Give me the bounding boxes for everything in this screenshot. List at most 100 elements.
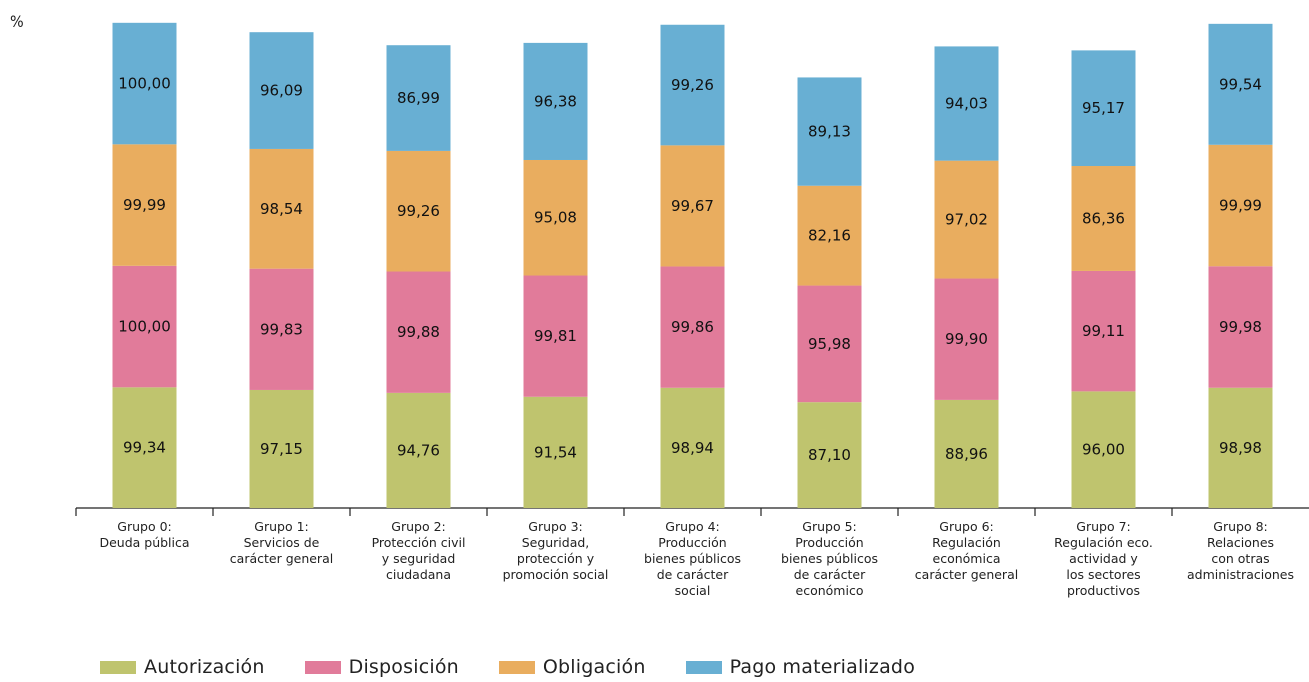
data-label-disposicion-grupo-8: 99,98 — [1219, 318, 1262, 336]
data-label-pago-materializado-grupo-1: 96,09 — [260, 82, 303, 100]
x-tick-label-line: Seguridad, — [522, 535, 590, 550]
bar-segment-pago-materializado-grupo-0 — [112, 22, 177, 145]
x-tick-label-line: de carácter — [657, 567, 729, 582]
x-tick-label-line: y seguridad — [382, 551, 456, 566]
bar-segment-obligacion-grupo-6 — [934, 160, 999, 279]
legend-swatch-autorizacion — [100, 660, 136, 674]
bar-segment-autorizacion-grupo-6 — [934, 399, 999, 508]
x-tick-label-line: promoción social — [503, 567, 609, 582]
data-label-disposicion-grupo-7: 99,11 — [1082, 322, 1125, 340]
bar-segment-disposicion-grupo-8 — [1208, 266, 1273, 388]
data-label-autorizacion-grupo-8: 98,98 — [1219, 439, 1262, 457]
x-tick-label-grupo-3: Grupo 3: Seguridad, protección y promoción … — [503, 519, 609, 582]
data-label-obligacion-grupo-6: 97,02 — [945, 211, 988, 229]
legend-item-disposicion: Disposición — [304, 656, 459, 678]
x-tick-label-line: ciudadana — [386, 567, 451, 582]
data-label-autorizacion-grupo-4: 98,94 — [671, 439, 714, 457]
x-tick-label-grupo-1: Grupo 1: Servicios de carácter general — [230, 519, 333, 566]
bar-segment-obligacion-grupo-5 — [797, 185, 862, 286]
data-label-autorizacion-grupo-5: 87,10 — [808, 446, 851, 464]
x-tick-label-line: Relaciones — [1207, 535, 1274, 550]
data-label-pago-materializado-grupo-6: 94,03 — [945, 95, 988, 113]
data-label-pago-materializado-grupo-3: 96,38 — [534, 92, 577, 110]
data-label-disposicion-grupo-4: 99,86 — [671, 318, 714, 336]
data-label-autorizacion-grupo-3: 91,54 — [534, 443, 577, 461]
bar-segment-pago-materializado-grupo-3 — [523, 42, 588, 160]
data-label-pago-materializado-grupo-4: 99,26 — [671, 76, 714, 94]
x-tick-label-line: Grupo 4: — [665, 519, 719, 534]
data-label-autorizacion-grupo-6: 88,96 — [945, 445, 988, 463]
legend-label-pago-materializado: Pago materializado — [729, 656, 916, 678]
x-tick-label-line: Protección civil — [372, 535, 466, 550]
legend-item-obligacion: Obligación — [498, 656, 646, 678]
bar-segment-autorizacion-grupo-2 — [386, 392, 451, 508]
legend-item-pago-materializado: Pago materializado — [685, 656, 916, 678]
bar-segment-pago-materializado-grupo-2 — [386, 45, 451, 151]
x-tick-label-line: social — [675, 583, 711, 598]
data-label-pago-materializado-grupo-8: 99,54 — [1219, 75, 1262, 93]
legend-item-autorizacion: Autorización — [100, 656, 265, 678]
x-tick-label-line: Deuda pública — [99, 535, 189, 550]
bar-segment-obligacion-grupo-8 — [1208, 144, 1273, 267]
x-tick-label-line: bienes públicos — [644, 551, 741, 566]
bar-segment-pago-materializado-grupo-1 — [249, 32, 314, 149]
x-tick-label-line: económico — [796, 583, 864, 598]
x-tick-label-line: Grupo 2: — [391, 519, 445, 534]
data-label-obligacion-grupo-3: 95,08 — [534, 209, 577, 227]
bar-segment-autorizacion-grupo-7 — [1071, 391, 1136, 508]
x-tick-label-line: protección y — [517, 551, 595, 566]
x-tick-label-line: actividad y — [1069, 551, 1138, 566]
x-tick-label-line: Grupo 8: — [1213, 519, 1267, 534]
x-tick-label-grupo-0: Grupo 0: Deuda pública — [99, 519, 189, 550]
bar-segment-disposicion-grupo-2 — [386, 271, 451, 393]
x-tick-label-line: Producción — [658, 535, 726, 550]
data-label-autorizacion-grupo-2: 94,76 — [397, 441, 440, 459]
bar-segment-autorizacion-grupo-4 — [660, 387, 725, 508]
x-tick-label-grupo-6: Grupo 6: Regulación económica carácter gene… — [915, 519, 1018, 582]
x-tick-label-line: económica — [933, 551, 1001, 566]
x-tick-label-line: Regulación — [932, 535, 1001, 550]
x-tick-label-line: Regulación eco. — [1054, 535, 1153, 550]
bar-segment-obligacion-grupo-1 — [249, 148, 314, 269]
x-tick-label-line: carácter general — [230, 551, 333, 566]
bar-segment-obligacion-grupo-7 — [1071, 166, 1136, 271]
x-tick-label-line: Producción — [795, 535, 863, 550]
legend-swatch-pago-materializado — [685, 660, 722, 674]
data-label-disposicion-grupo-0: 100,00 — [118, 318, 171, 336]
x-tick-label-line: con otras — [1211, 551, 1269, 566]
x-tick-label-line: Grupo 1: — [254, 519, 308, 534]
bar-segment-obligacion-grupo-2 — [386, 150, 451, 272]
data-label-obligacion-grupo-1: 98,54 — [260, 200, 303, 218]
x-tick-label-grupo-5: Grupo 5: Producción bienes públicos de cará… — [781, 519, 878, 598]
data-label-obligacion-grupo-8: 99,99 — [1219, 197, 1262, 215]
x-tick-label-line: los sectores — [1066, 567, 1140, 582]
legend-label-autorizacion: Autorización — [144, 656, 265, 678]
data-label-autorizacion-grupo-7: 96,00 — [1082, 441, 1125, 459]
data-label-pago-materializado-grupo-7: 95,17 — [1082, 99, 1125, 117]
data-label-pago-materializado-grupo-2: 86,99 — [397, 89, 440, 107]
bar-segment-disposicion-grupo-3 — [523, 275, 588, 397]
x-tick-label-line: Grupo 5: — [802, 519, 856, 534]
legend-swatch-disposicion — [304, 660, 341, 674]
bar-segment-autorizacion-grupo-5 — [797, 402, 862, 508]
data-label-disposicion-grupo-3: 99,81 — [534, 327, 577, 345]
bar-segment-autorizacion-grupo-8 — [1208, 387, 1273, 508]
bar-segment-pago-materializado-grupo-5 — [797, 77, 862, 186]
x-tick-label-line: Servicios de — [244, 535, 320, 550]
data-label-pago-materializado-grupo-0: 100,00 — [118, 75, 171, 93]
chart-legend: Autorización Disposición Obligación Pago… — [100, 656, 955, 678]
bar-segment-disposicion-grupo-7 — [1071, 270, 1136, 392]
data-label-pago-materializado-grupo-5: 89,13 — [808, 123, 851, 141]
bar-segment-disposicion-grupo-5 — [797, 285, 862, 403]
data-label-obligacion-grupo-4: 99,67 — [671, 197, 714, 215]
x-tick-label-line: Grupo 3: — [528, 519, 582, 534]
x-tick-label-line: Grupo 7: — [1076, 519, 1130, 534]
data-label-disposicion-grupo-2: 99,88 — [397, 323, 440, 341]
bar-segment-pago-materializado-grupo-4 — [660, 24, 725, 146]
data-label-obligacion-grupo-0: 99,99 — [123, 196, 166, 214]
x-tick-label-line: Grupo 0: — [117, 519, 171, 534]
x-tick-label-line: Grupo 6: — [939, 519, 993, 534]
bar-segment-disposicion-grupo-1 — [249, 268, 314, 390]
data-label-autorizacion-grupo-1: 97,15 — [260, 440, 303, 458]
bar-segment-disposicion-grupo-4 — [660, 266, 725, 388]
